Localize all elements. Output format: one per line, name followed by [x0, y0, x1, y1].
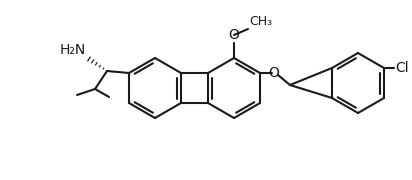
Text: Cl: Cl — [395, 61, 409, 75]
Text: H₂N: H₂N — [60, 43, 86, 57]
Text: O: O — [269, 66, 279, 80]
Text: CH₃: CH₃ — [249, 15, 272, 28]
Text: O: O — [229, 28, 239, 42]
